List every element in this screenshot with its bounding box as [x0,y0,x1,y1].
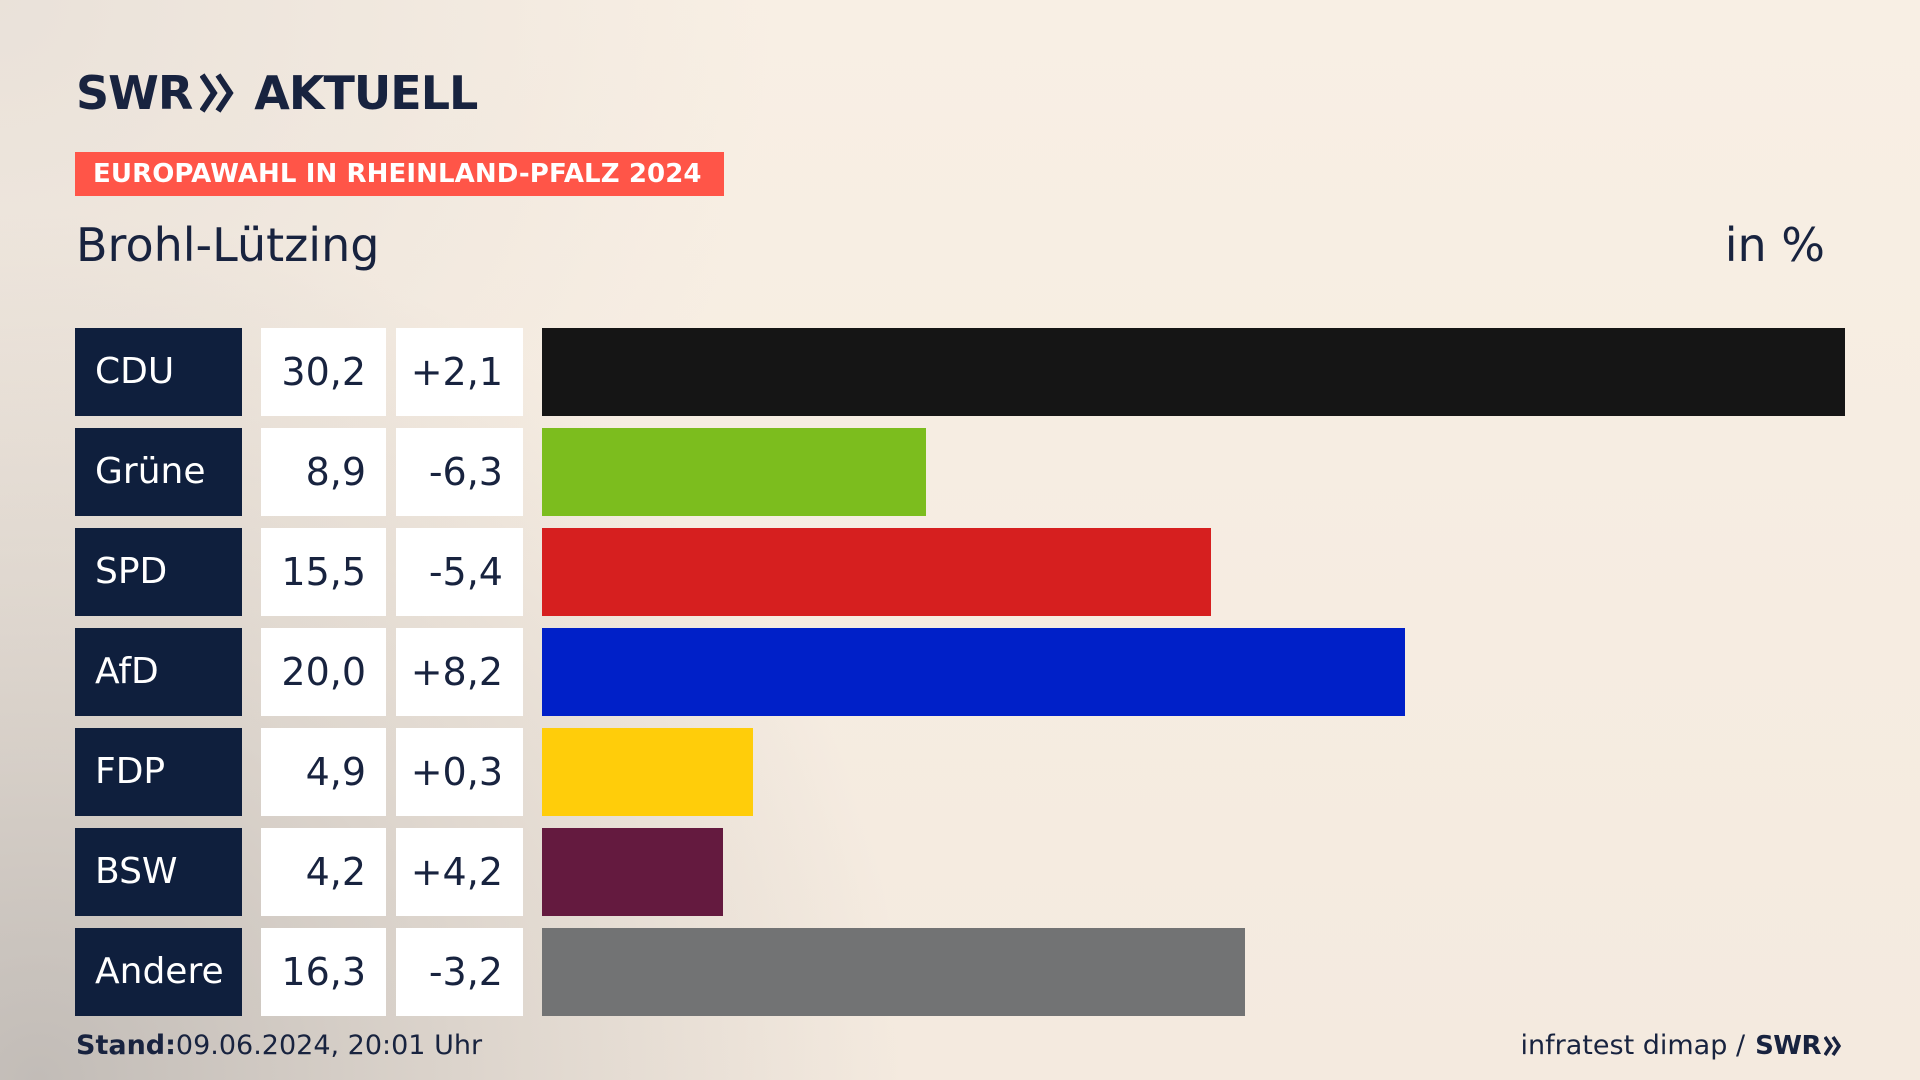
party-label: BSW [75,828,242,916]
change-label: -5,4 [396,528,523,616]
change-label: +4,2 [396,828,523,916]
value-label: 15,5 [261,528,386,616]
section-text: AKTUELL [254,66,478,120]
bar-row: AfD 20,0 +8,2 [75,628,1845,716]
double-chevron-right-icon [1824,1035,1844,1057]
change-label: +8,2 [396,628,523,716]
change-label: +2,1 [396,328,523,416]
election-banner: EUROPAWAHL IN RHEINLAND-PFALZ 2024 [75,152,724,196]
party-label: FDP [75,728,242,816]
value-label: 20,0 [261,628,386,716]
change-label: +0,3 [396,728,523,816]
change-label: -6,3 [396,428,523,516]
bar [542,828,723,916]
bar-row: FDP 4,9 +0,3 [75,728,1845,816]
swr-aktuell-logo: SWR AKTUELL [76,66,478,120]
bar [542,628,1405,716]
unit-label: in % [1724,218,1825,272]
brand-text: SWR [76,66,193,120]
party-label: Andere [75,928,242,1016]
bar-row: BSW 4,2 +4,2 [75,828,1845,916]
party-label: Grüne [75,428,242,516]
bar [542,428,926,516]
bar-row: Andere 16,3 -3,2 [75,928,1845,1016]
region-title: Brohl-Lützing [76,218,380,272]
stand-value: 09.06.2024, 20:01 Uhr [175,1030,483,1061]
footer-brand-text: SWR [1755,1031,1821,1061]
bar [542,928,1245,1016]
stand-label: Stand: [76,1030,176,1061]
bar [542,728,753,816]
source-text: infratest dimap / [1520,1030,1746,1061]
value-label: 16,3 [261,928,386,1016]
change-label: -3,2 [396,928,523,1016]
bar-row: Grüne 8,9 -6,3 [75,428,1845,516]
bar [542,528,1211,616]
bar [542,328,1845,416]
double-chevron-right-icon [200,71,240,115]
value-label: 8,9 [261,428,386,516]
party-label: AfD [75,628,242,716]
party-label: SPD [75,528,242,616]
party-label: CDU [75,328,242,416]
footer-swr-logo: SWR [1755,1033,1844,1059]
value-label: 30,2 [261,328,386,416]
value-label: 4,9 [261,728,386,816]
results-bar-chart: CDU 30,2 +2,1 Grüne 8,9 -6,3 SPD 15,5 -5,4 AfD 20,… [75,328,1845,1016]
bar-row: SPD 15,5 -5,4 [75,528,1845,616]
timestamp: Stand:09.06.2024, 20:01 Uhr [76,1028,482,1064]
source-credit: infratest dimap / SWR [1521,1028,1844,1064]
bar-row: CDU 30,2 +2,1 [75,328,1845,416]
value-label: 4,2 [261,828,386,916]
